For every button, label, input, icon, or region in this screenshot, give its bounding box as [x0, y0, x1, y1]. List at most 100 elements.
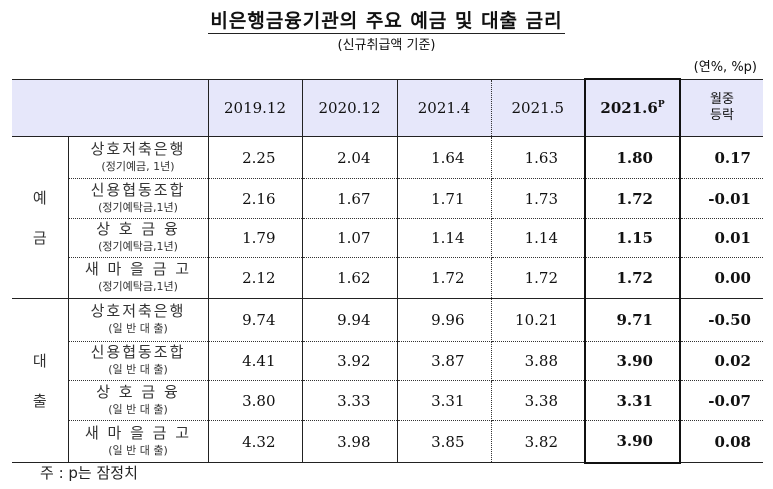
latest-rate-value: 3.90 — [584, 341, 681, 381]
rate-value: 1.67 — [302, 178, 398, 219]
latest-rate-value: 3.90 — [584, 420, 681, 464]
monthly-change-value: -0.01 — [680, 178, 763, 219]
product-type: (정기예금, 1년) — [101, 159, 175, 173]
institution-name: 상 호 금 융 — [96, 220, 180, 238]
latest-rate-value: 1.72 — [584, 257, 681, 299]
rate-value: 2.04 — [302, 136, 398, 179]
table-row: 상 호 금 융 (정기예탁금,1년) 1.79 1.07 1.14 1.14 1.15 0.… — [12, 218, 763, 258]
latest-rate-value: 1.80 — [584, 136, 681, 179]
rate-value: 2.16 — [208, 178, 303, 219]
latest-rate-value: 1.15 — [584, 218, 681, 258]
rate-value: 1.79 — [208, 218, 303, 258]
rate-value: 4.41 — [208, 341, 303, 381]
rate-value: 1.73 — [491, 178, 585, 219]
rate-value: 3.80 — [208, 380, 303, 421]
institution-cell: 새 마 을 금 고 (일 반 대 출) — [68, 420, 209, 463]
rate-value: 1.14 — [491, 218, 585, 258]
document-title: 비은행금융기관의 주요 예금 및 대출 금리 — [0, 6, 773, 34]
category-char: 금 — [32, 228, 47, 247]
institution-name: 새 마 을 금 고 — [84, 423, 192, 442]
rate-value: 3.82 — [491, 420, 585, 463]
rate-value: 4.32 — [208, 420, 303, 463]
latest-rate-value: 9.71 — [584, 298, 681, 342]
category-char: 출 — [32, 391, 47, 410]
header-col-2021-4: 2021.4 — [396, 78, 491, 137]
product-type: (일 반 대 출) — [108, 322, 168, 335]
subtitle: (신규취급액 기준) — [337, 38, 436, 53]
institution-cell: 상 호 금 융 (정기예탁금,1년) — [68, 218, 209, 258]
rate-value: 3.88 — [491, 341, 585, 381]
institution-cell: 신용협동조합 (정기예탁금,1년) — [68, 178, 209, 219]
table-row: 신용협동조합 (일 반 대 출) 4.41 3.92 3.87 3.88 3.90 0.02 — [12, 341, 763, 381]
table-row: 새 마 을 금 고 (정기예탁금,1년) 2.12 1.62 1.72 1.72 1.72… — [12, 257, 763, 299]
monthly-change-value: -0.07 — [680, 380, 763, 421]
rate-value: 9.94 — [302, 298, 398, 342]
rate-value: 1.71 — [397, 178, 492, 219]
category-char: 대 — [32, 351, 47, 370]
institution-name: 새 마 을 금 고 — [84, 260, 192, 278]
table-row: 새 마 을 금 고 (일 반 대 출) 4.32 3.98 3.85 3.82 3.90 0… — [12, 420, 763, 464]
rate-value: 3.33 — [302, 380, 398, 421]
rate-value: 2.12 — [208, 257, 303, 299]
header-corner — [12, 78, 208, 137]
rate-value: 9.74 — [208, 298, 303, 342]
product-type: (정기예탁금,1년) — [98, 240, 178, 253]
rate-value: 1.64 — [397, 136, 492, 179]
monthly-change-value: 0.00 — [680, 257, 763, 299]
institution-name: 상호저축은행 — [90, 139, 186, 158]
category-char: 예 — [32, 188, 47, 207]
institution-name: 상호저축은행 — [90, 302, 186, 320]
header-row: 2019.12 2020.12 2021.4 2021.5 2021.6P 월중… — [12, 78, 763, 137]
rate-value: 9.96 — [397, 298, 492, 342]
institution-cell: 새 마 을 금 고 (정기예탁금,1년) — [68, 257, 209, 299]
institution-name: 상 호 금 융 — [96, 382, 180, 401]
header-col-2021-6-label: 2021.6 — [600, 99, 658, 117]
rate-value: 3.31 — [397, 380, 492, 421]
header-col-2021-6: 2021.6P — [584, 78, 681, 137]
monthly-change-value: 0.02 — [680, 341, 763, 381]
rate-value: 1.14 — [397, 218, 492, 258]
header-col-2021-5: 2021.5 — [490, 78, 585, 137]
rate-value: 1.63 — [491, 136, 585, 179]
rate-value: 1.72 — [491, 257, 585, 299]
preliminary-marker: P — [657, 100, 665, 110]
title-text: 비은행금융기관의 주요 예금 및 대출 금리 — [208, 10, 565, 34]
product-type: (정기예탁금,1년) — [98, 280, 178, 293]
rate-value: 2.25 — [208, 136, 303, 179]
institution-cell: 신용협동조합 (일 반 대 출) — [68, 341, 209, 381]
interest-rate-table: 2019.12 2020.12 2021.4 2021.5 2021.6P 월중… — [12, 78, 763, 464]
footnote: 주 : p는 잠정치 — [40, 464, 138, 482]
rate-value: 3.98 — [302, 420, 398, 463]
unit-label: (연%, %p) — [693, 60, 757, 75]
product-type: (정기예탁금,1년) — [98, 200, 178, 214]
table-row: 신용협동조합 (정기예탁금,1년) 2.16 1.67 1.71 1.73 1.72 -0.… — [12, 178, 763, 219]
rate-value: 3.38 — [491, 380, 585, 421]
rate-value: 1.62 — [302, 257, 398, 299]
rate-value: 10.21 — [491, 298, 585, 342]
latest-rate-value: 3.31 — [584, 380, 681, 421]
rate-value: 1.72 — [397, 257, 492, 299]
rate-value: 3.85 — [397, 420, 492, 463]
institution-cell: 상호저축은행 (일 반 대 출) — [68, 298, 209, 342]
product-type: (일 반 대 출) — [108, 402, 168, 416]
monthly-change-value: 0.17 — [680, 136, 763, 179]
institution-name: 신용협동조합 — [90, 180, 186, 199]
latest-rate-value: 1.72 — [584, 178, 681, 219]
header-col-2020-12: 2020.12 — [301, 78, 397, 137]
institution-name: 신용협동조합 — [90, 343, 186, 361]
monthly-change-value: -0.50 — [680, 298, 763, 342]
header-col-2019-12: 2019.12 — [207, 78, 302, 137]
rate-value: 1.07 — [302, 218, 398, 258]
change-header-line1: 월중 — [710, 91, 734, 107]
institution-cell: 상호저축은행 (정기예금, 1년) — [68, 136, 209, 179]
rate-value: 3.87 — [397, 341, 492, 381]
monthly-change-value: 0.08 — [680, 420, 763, 463]
rate-value: 3.92 — [302, 341, 398, 381]
table-row: 상 호 금 융 (일 반 대 출) 3.80 3.33 3.31 3.38 3.31 -0.… — [12, 380, 763, 421]
change-header-line2: 등락 — [710, 107, 734, 123]
